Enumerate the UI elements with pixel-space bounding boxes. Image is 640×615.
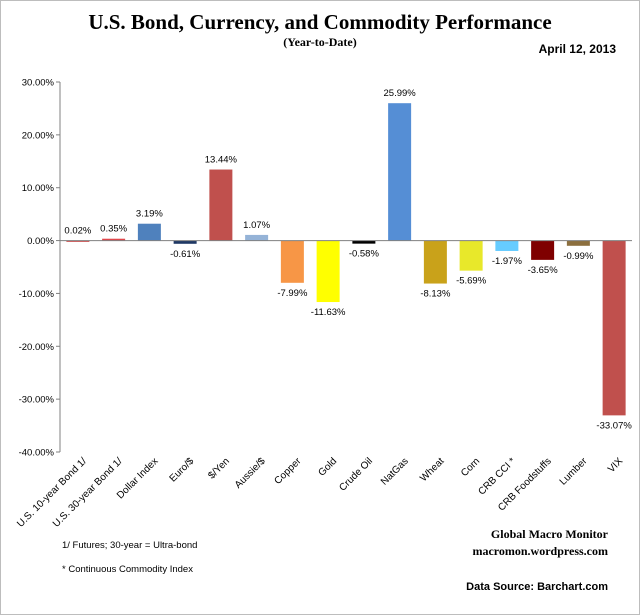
y-tick-label: -20.00% <box>19 342 55 353</box>
brand-url: macromon.wordpress.com <box>472 544 608 558</box>
bar <box>495 240 519 251</box>
chart-date: April 12, 2013 <box>538 42 616 56</box>
brand-name: Global Macro Monitor <box>490 527 608 541</box>
data-label: -5.69% <box>456 276 487 287</box>
data-label: -0.58% <box>349 249 380 260</box>
x-tick-label: Crude Oil <box>337 456 375 494</box>
bar <box>352 240 376 244</box>
y-tick-label: 0.00% <box>27 236 54 247</box>
x-tick-label: U.S. 30-year Bond 1/ <box>51 456 125 530</box>
x-tick-label: VIX <box>606 456 625 475</box>
x-tick-label: Corn <box>459 456 482 479</box>
data-label: -3.65% <box>528 265 559 276</box>
data-label: -33.07% <box>596 420 632 431</box>
data-label: -11.63% <box>311 307 346 318</box>
bar <box>423 240 447 284</box>
bar <box>173 240 197 244</box>
x-tick-label: Copper <box>273 455 304 486</box>
x-tick-label: NatGas <box>379 456 411 488</box>
y-tick-label: -40.00% <box>19 448 55 459</box>
bar <box>137 223 161 241</box>
y-tick-label: -10.00% <box>19 289 55 300</box>
x-tick-label: Aussie/$ <box>233 456 268 491</box>
data-label: 1.07% <box>243 220 270 231</box>
bar <box>209 169 233 241</box>
data-source: Data Source: Barchart.com <box>466 581 608 593</box>
x-tick-label: $/Yen <box>206 456 232 482</box>
data-label: 25.99% <box>384 88 417 99</box>
y-tick-label: 30.00% <box>22 78 55 89</box>
bar <box>459 240 483 271</box>
bar <box>602 240 626 416</box>
data-label: 13.44% <box>205 155 238 166</box>
data-label: -0.99% <box>563 251 594 262</box>
y-tick-label: 10.00% <box>22 183 55 194</box>
y-tick-label: -30.00% <box>19 395 55 406</box>
bar <box>102 238 126 241</box>
bar <box>245 234 269 241</box>
data-label: -1.97% <box>492 256 523 267</box>
x-tick-label: Euro/$ <box>168 456 197 485</box>
footnote-cci: * Continuous Commodity Index <box>62 564 193 575</box>
bar <box>531 240 555 260</box>
bar <box>316 240 340 303</box>
x-tick-label: Wheat <box>418 456 446 484</box>
data-label: -8.13% <box>420 289 451 300</box>
x-tick-label: Lumber <box>558 455 590 487</box>
data-label: 0.02% <box>64 225 91 236</box>
bar <box>388 103 412 241</box>
bar <box>280 240 304 283</box>
data-label: -0.61% <box>170 249 201 260</box>
footnote-futures: 1/ Futures; 30-year = Ultra-bond <box>62 540 198 551</box>
x-tick-label: U.S. 10-year Bond 1/ <box>15 456 89 530</box>
bar <box>566 240 590 246</box>
x-tick-label: Gold <box>317 456 340 479</box>
data-label: -7.99% <box>277 288 308 299</box>
chart-title: U.S. Bond, Currency, and Commodity Perfo… <box>88 10 552 34</box>
data-label: 3.19% <box>136 209 163 220</box>
y-tick-label: 20.00% <box>22 130 55 141</box>
data-label: 0.35% <box>100 224 127 235</box>
chart-subtitle: (Year-to-Date) <box>283 35 357 49</box>
